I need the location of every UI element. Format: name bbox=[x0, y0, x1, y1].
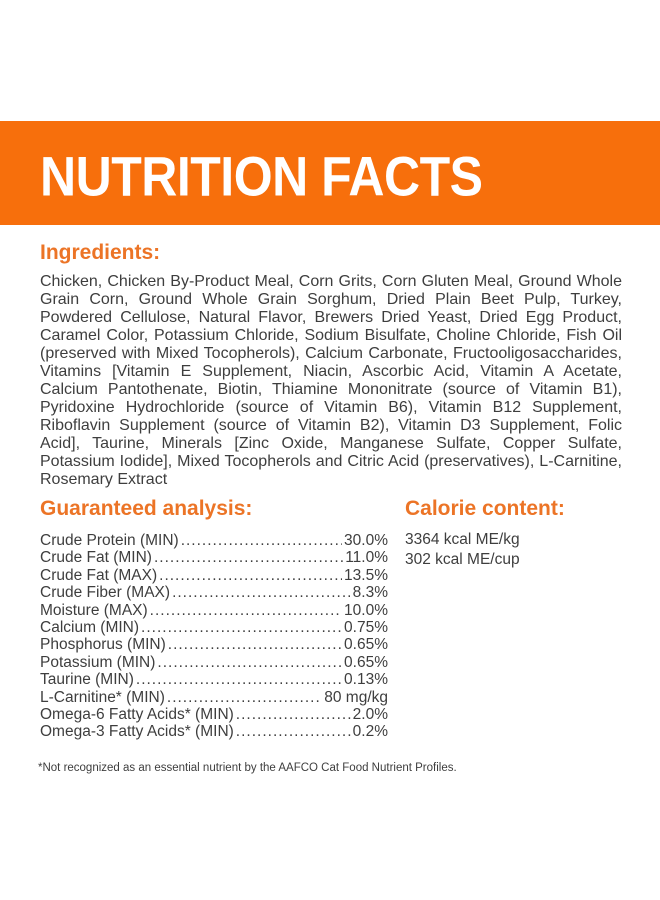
analysis-row-value: 0.65% bbox=[344, 653, 388, 671]
ingredients-text: Chicken, Chicken By-Product Meal, Corn G… bbox=[40, 273, 622, 488]
page-title: NUTRITION FACTS bbox=[40, 145, 483, 208]
dot-leader bbox=[236, 723, 351, 740]
guaranteed-analysis-section: Guaranteed analysis: Crude Protein (MIN)… bbox=[40, 497, 388, 741]
analysis-row-label: L-Carnitine* (MIN) bbox=[40, 688, 165, 706]
analysis-row-label: Potassium (MIN) bbox=[40, 653, 156, 671]
analysis-row: Moisture (MAX) 10.0% bbox=[40, 602, 388, 619]
analysis-row-value: 13.5% bbox=[344, 566, 388, 584]
analysis-row-label: Moisture (MAX) bbox=[40, 601, 148, 619]
analysis-row-value: 0.75% bbox=[344, 619, 388, 637]
analysis-and-calorie-section: Guaranteed analysis: Crude Protein (MIN)… bbox=[40, 497, 622, 741]
analysis-row-value: 30.0% bbox=[344, 532, 388, 549]
dot-leader bbox=[159, 567, 342, 584]
analysis-row: Omega-3 Fatty Acids* (MIN) 0.2% bbox=[40, 723, 388, 740]
analysis-rows: Crude Protein (MIN) 30.0% Crude Fat (MIN)… bbox=[40, 532, 388, 741]
analysis-row-value: 2.0% bbox=[352, 706, 388, 724]
analysis-row: Crude Protein (MIN) 30.0% bbox=[40, 532, 388, 549]
dot-leader bbox=[172, 584, 351, 601]
dot-leader bbox=[167, 689, 322, 706]
analysis-row: Omega-6 Fatty Acids* (MIN) 2.0% bbox=[40, 706, 388, 723]
analysis-row-value: 8.3% bbox=[352, 584, 388, 602]
analysis-row: Calcium (MIN) 0.75% bbox=[40, 619, 388, 636]
dot-leader bbox=[181, 532, 342, 549]
calorie-per-kg: 3364 kcal ME/kg bbox=[405, 531, 520, 548]
analysis-row-value: 0.2% bbox=[352, 723, 388, 741]
analysis-row-value: 80 mg/kg bbox=[324, 688, 388, 706]
label-content: Ingredients: Chicken, Chicken By-Product… bbox=[38, 225, 622, 775]
analysis-row-label: Crude Protein (MIN) bbox=[40, 532, 179, 549]
analysis-row-value: 10.0% bbox=[344, 601, 388, 619]
analysis-row-label: Calcium (MIN) bbox=[40, 619, 140, 637]
dot-leader bbox=[136, 671, 342, 688]
analysis-row-value: 0.13% bbox=[344, 671, 388, 689]
analysis-row: L-Carnitine* (MIN) 80 mg/kg bbox=[40, 689, 388, 706]
analysis-row-label: Crude Fiber (MAX) bbox=[40, 584, 171, 602]
analysis-row-label: Phosphorus (MIN) bbox=[40, 636, 166, 654]
calorie-content-heading: Calorie content: bbox=[405, 497, 565, 520]
analysis-row: Potassium (MIN) 0.65% bbox=[40, 654, 388, 671]
ingredients-section: Ingredients: Chicken, Chicken By-Product… bbox=[40, 241, 622, 489]
dot-leader bbox=[150, 602, 342, 619]
ingredients-heading: Ingredients: bbox=[40, 241, 161, 264]
analysis-row: Taurine (MIN) 0.13% bbox=[40, 671, 388, 688]
analysis-row-value: 11.0% bbox=[345, 549, 388, 567]
guaranteed-analysis-heading: Guaranteed analysis: bbox=[40, 497, 253, 520]
analysis-row-label: Crude Fat (MAX) bbox=[40, 566, 158, 584]
analysis-row-value: 0.65% bbox=[344, 636, 388, 654]
analysis-row: Crude Fiber (MAX) 8.3% bbox=[40, 584, 388, 601]
analysis-row: Crude Fat (MAX) 13.5% bbox=[40, 567, 388, 584]
dot-leader bbox=[236, 706, 351, 723]
dot-leader bbox=[154, 549, 343, 566]
dot-leader bbox=[168, 636, 342, 653]
dot-leader bbox=[157, 654, 342, 671]
analysis-row: Crude Fat (MIN) 11.0% bbox=[40, 549, 388, 566]
analysis-row-label: Omega-3 Fatty Acids* (MIN) bbox=[40, 723, 234, 741]
calorie-per-cup: 302 kcal ME/cup bbox=[405, 551, 520, 568]
footnote: *Not recognized as an essential nutrient… bbox=[38, 761, 457, 774]
dot-leader bbox=[141, 619, 342, 636]
analysis-row-label: Omega-6 Fatty Acids* (MIN) bbox=[40, 706, 234, 724]
nutrition-facts-banner: NUTRITION FACTS bbox=[0, 121, 660, 225]
analysis-row-label: Crude Fat (MIN) bbox=[40, 549, 152, 567]
calorie-content-section: Calorie content: 3364 kcal ME/kg 302 kca… bbox=[405, 497, 565, 570]
analysis-row: Phosphorus (MIN) 0.65% bbox=[40, 636, 388, 653]
analysis-row-label: Taurine (MIN) bbox=[40, 671, 134, 689]
